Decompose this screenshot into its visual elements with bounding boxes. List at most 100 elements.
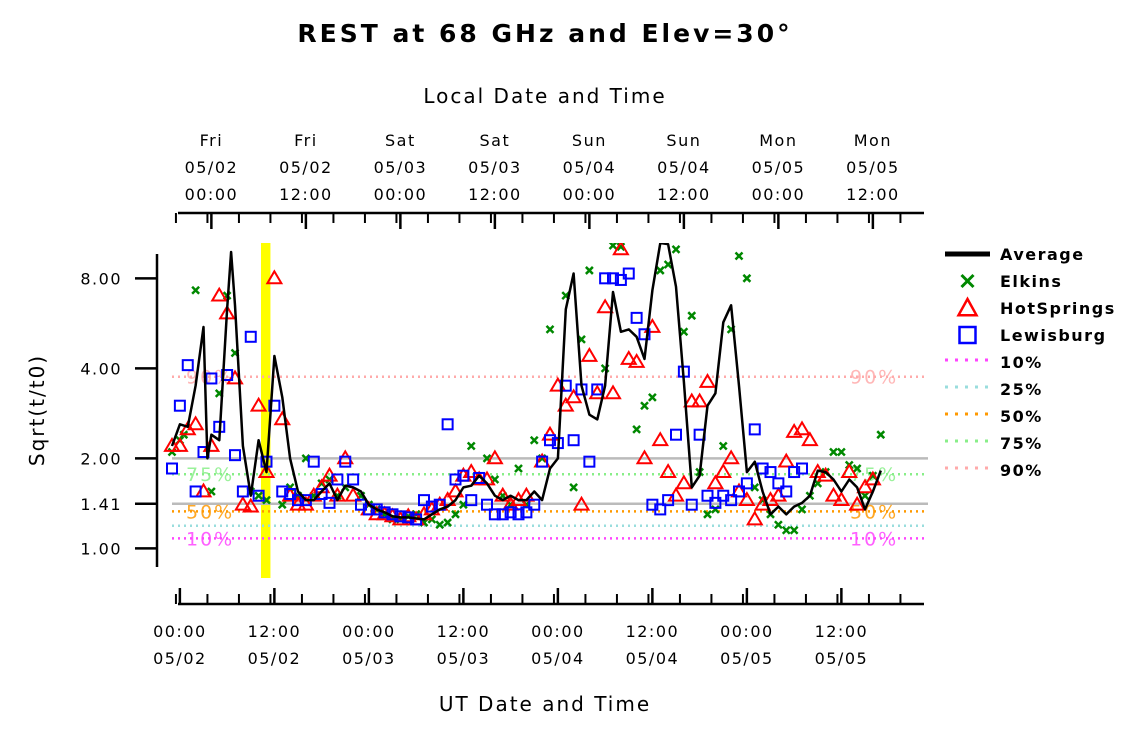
point-lewisburg	[780, 485, 793, 498]
point-hotsprings	[746, 510, 764, 526]
point-hotsprings	[171, 437, 189, 452]
x-top-tick-label-time: 00:00	[752, 185, 806, 204]
x-tick-label-time: 12:00	[815, 622, 869, 641]
legend-label: Lewisburg	[1000, 326, 1107, 345]
point-lewisburg	[276, 485, 289, 498]
percentile-label-left: 10%	[186, 528, 234, 550]
x-tick-label-date: 05/04	[626, 649, 680, 668]
point-lewisburg	[748, 423, 761, 436]
point-lewisburg	[284, 488, 297, 501]
point-lewisburg	[323, 496, 336, 509]
point-hotsprings	[675, 474, 693, 490]
point-elkins	[829, 447, 838, 457]
x-tick-label-time: 00:00	[531, 622, 585, 641]
point-lewisburg	[449, 473, 462, 486]
legend-x-swatch	[960, 273, 975, 289]
point-hotsprings	[249, 396, 268, 412]
point-elkins-stroke	[703, 509, 712, 519]
x-top-tick-label-date: 05/03	[468, 158, 522, 177]
point-lewisburg	[733, 485, 745, 498]
legend-triangle-swatch	[956, 296, 979, 317]
point-hotsprings	[620, 349, 638, 365]
point-elkins	[191, 285, 201, 295]
legend-entry: Elkins	[960, 272, 1061, 291]
point-elkins	[797, 505, 807, 514]
legend-entry: HotSprings	[956, 296, 1114, 318]
percentile-label-left: 50%	[186, 501, 234, 523]
point-lewisburg	[567, 434, 580, 447]
point-hotsprings	[856, 478, 874, 494]
point-elkins-stroke	[482, 453, 492, 463]
x-tick-label-time: 12:00	[437, 622, 491, 641]
point-lewisburg	[662, 494, 675, 507]
legend-label: 75%	[1000, 434, 1043, 453]
point-hotsprings	[824, 486, 843, 502]
y-tick-label: 8.00	[80, 269, 122, 288]
point-elkins-stroke	[734, 251, 744, 261]
point-elkins-stroke	[191, 285, 201, 295]
point-lewisburg	[638, 328, 651, 341]
x-top-tick-label-day: Sun	[572, 131, 607, 150]
point-elkins	[466, 441, 476, 451]
point-lewisburg	[307, 455, 320, 468]
point-hotsprings	[651, 431, 669, 447]
point-hotsprings	[635, 449, 654, 465]
x-tick-label-date: 05/02	[153, 649, 207, 668]
x-top-tick-label-date: 05/02	[185, 158, 239, 177]
x-top-tick-label-time: 00:00	[374, 185, 428, 204]
y-tick-label: 4.00	[80, 359, 122, 378]
point-elkins-stroke	[529, 435, 539, 445]
x-top-tick-label-day: Mon	[759, 131, 797, 150]
point-hotsprings	[446, 482, 465, 498]
point-elkins-stroke	[545, 324, 555, 334]
point-lewisburg	[441, 418, 454, 431]
point-hotsprings	[604, 384, 622, 400]
x-tick-label-date: 05/02	[248, 649, 302, 668]
point-elkins	[789, 525, 799, 535]
x-top-tick-label-time: 00:00	[563, 185, 617, 204]
point-lewisburg	[701, 489, 714, 502]
point-hotsprings	[848, 495, 866, 511]
point-elkins-stroke	[797, 505, 807, 514]
point-lewisburg	[205, 372, 218, 385]
legend-entry: 50%	[945, 407, 1041, 426]
point-lewisburg	[599, 272, 612, 285]
legend-entry: Average	[945, 245, 1083, 264]
legend: Average Elkins HotSprings Lewisburg 10% 25% 50…	[945, 245, 1114, 480]
point-lewisburg	[725, 494, 738, 507]
point-lewisburg	[457, 469, 470, 482]
point-lewisburg	[378, 506, 391, 519]
point-elkins-stroke	[435, 520, 445, 530]
point-lewisburg	[465, 494, 478, 507]
point-lewisburg	[339, 455, 352, 468]
point-elkins	[687, 311, 697, 321]
x-top-tick-label-date: 05/05	[846, 158, 900, 177]
x-top-tick-label-day: Mon	[854, 131, 892, 150]
point-lewisburg	[370, 503, 383, 516]
y-tick-label: 2.00	[80, 449, 122, 468]
point-lewisburg	[315, 488, 328, 501]
data-group	[163, 243, 886, 535]
point-lewisburg	[520, 506, 533, 519]
x-top-tick-label-day: Fri	[294, 131, 318, 150]
point-elkins	[718, 441, 728, 451]
point-hotsprings	[234, 495, 252, 511]
percentile-label-right: 50%	[850, 501, 898, 523]
point-lewisburg	[622, 267, 635, 280]
point-hotsprings	[273, 410, 291, 426]
point-elkins-stroke	[781, 525, 791, 535]
point-lewisburg	[528, 498, 541, 511]
point-lewisburg	[425, 500, 438, 513]
point-elkins	[742, 273, 752, 283]
x-tick-label-date: 05/04	[531, 649, 585, 668]
point-elkins	[514, 464, 523, 473]
point-hotsprings	[801, 431, 819, 447]
point-elkins	[781, 525, 791, 535]
point-lewisburg	[512, 508, 525, 521]
point-lewisburg	[788, 466, 801, 479]
point-elkins-stroke	[262, 495, 271, 505]
point-hotsprings	[832, 491, 851, 507]
point-lewisburg	[331, 473, 344, 486]
x-top-tick-label-date: 05/05	[752, 158, 806, 177]
point-lewisburg	[173, 399, 186, 412]
